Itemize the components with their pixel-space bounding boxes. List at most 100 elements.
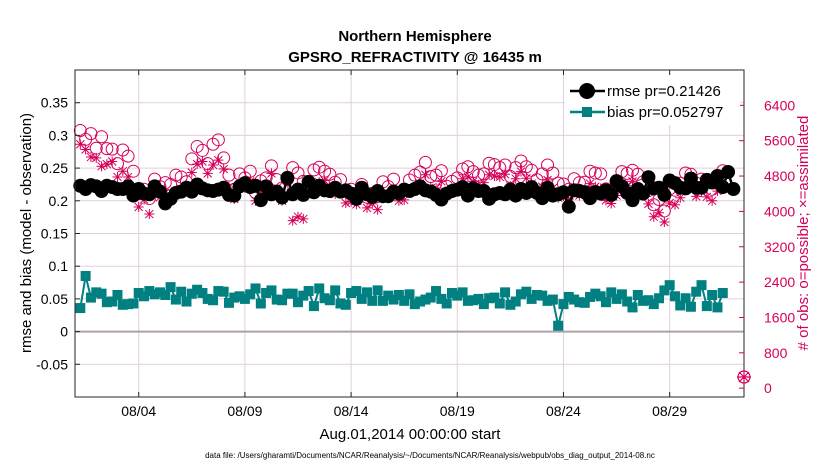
obs-assimilated-point [186, 167, 197, 178]
obs-assimilated-point [367, 198, 378, 209]
bias-point [202, 293, 213, 304]
obs-assimilated-point [542, 175, 553, 186]
bias-point [516, 289, 526, 300]
obs-assimilated-point [107, 156, 118, 167]
bias-point [691, 286, 702, 297]
obs-assimilated-point [659, 217, 670, 228]
bias-point [176, 286, 187, 297]
obs-assimilated-point [393, 195, 404, 206]
bias-point [362, 287, 373, 298]
bias-point [420, 294, 431, 305]
bias-point [229, 292, 240, 303]
obs-assimilated-point [192, 159, 203, 170]
bias-point [372, 285, 383, 296]
obs-assimilated-point [701, 191, 712, 202]
bias-point [531, 289, 542, 300]
obs-assimilated-point [80, 144, 91, 155]
obs-assimilated-point [340, 198, 351, 209]
bias-point [558, 299, 569, 310]
bias-point [324, 295, 335, 306]
obs-assimilated-point [707, 195, 718, 206]
bias-point [218, 286, 229, 297]
obs-possible-point [594, 167, 608, 181]
obs-assimilated-point [600, 195, 611, 206]
bias-point [91, 287, 102, 298]
obs-assimilated-point [664, 198, 675, 209]
x-axis-label: Aug.01,2014 00:00:00 start [320, 426, 502, 443]
obs-assimilated-point [585, 178, 596, 189]
bias-point [431, 286, 442, 297]
bias-point [399, 295, 410, 306]
bias-point [717, 288, 728, 299]
bias-point [462, 295, 473, 306]
bias-point [553, 320, 564, 331]
bias-point [255, 298, 266, 309]
bias-point [335, 298, 346, 309]
bias-point [574, 297, 585, 308]
y-right-tick-label: 2400 [764, 274, 795, 290]
bias-point [632, 289, 643, 300]
obs-assimilated-point [208, 160, 219, 171]
bias-point [701, 301, 712, 312]
obs-assimilated-point [484, 169, 495, 180]
bias-point [446, 288, 457, 299]
bias-point [585, 291, 596, 302]
obs-assimilated-point [96, 161, 107, 172]
data-file-footnote: data file: /Users/gharamti/Documents/NCA… [205, 451, 655, 460]
rmse-point [248, 178, 263, 193]
x-tick-label: 08/14 [334, 403, 369, 419]
rmse-point [152, 184, 167, 199]
obs-assimilated-point [521, 173, 532, 184]
bias-point [600, 297, 611, 308]
y-tick-label: 0.15 [41, 226, 68, 242]
y-tick-label: 0.3 [49, 127, 69, 143]
obs-assimilated-point [293, 211, 303, 222]
bias-point [144, 286, 155, 297]
bias-point [712, 302, 723, 313]
obs-assimilated-point [691, 191, 702, 202]
bias-point [409, 299, 420, 310]
obs-possible-point [424, 169, 438, 183]
obs-assimilated-point [669, 199, 680, 210]
obs-possible-point [185, 152, 199, 166]
bias-point [500, 287, 511, 298]
bias-point [415, 296, 426, 307]
bias-point [250, 283, 261, 294]
bias-point [123, 299, 134, 310]
y-tick-label: 0.25 [41, 160, 68, 176]
rmse-point [253, 193, 268, 208]
obs-assimilated-point [654, 207, 665, 218]
obs-assimilated-point [298, 213, 309, 224]
bias-point [223, 297, 234, 308]
bias-point [659, 285, 670, 296]
obs-assimilated-point [494, 171, 505, 182]
y-right-tick-label: 4000 [764, 203, 795, 219]
y-axis-label: rmse and bias (model - observation) [18, 113, 35, 353]
bias-point [383, 290, 394, 301]
bias-point [622, 296, 633, 307]
rmse-point [636, 186, 651, 201]
bias-point [611, 293, 622, 304]
legend-rmse-marker [579, 83, 595, 99]
obs-assimilated-point [112, 171, 123, 182]
bias-point [160, 289, 171, 300]
y-tick-label: 0.2 [49, 193, 69, 209]
bias-point [638, 295, 649, 306]
bias-point [505, 299, 516, 310]
rmse-series [73, 165, 741, 214]
bias-point [128, 298, 139, 309]
y-right-tick-label: 1600 [764, 309, 795, 325]
zero-count-marker [737, 370, 751, 384]
rmse-point [726, 182, 741, 197]
obs-assimilated-point [218, 163, 229, 174]
rmse-point [721, 165, 736, 180]
bias-point [165, 282, 176, 293]
bias-point [569, 294, 580, 305]
rmse-point [604, 187, 619, 202]
legend-box [565, 75, 740, 125]
bias-point [154, 287, 165, 298]
x-tick-label: 08/29 [652, 403, 687, 419]
rmse-point [556, 185, 571, 200]
y-tick-label: 0.35 [41, 95, 68, 111]
